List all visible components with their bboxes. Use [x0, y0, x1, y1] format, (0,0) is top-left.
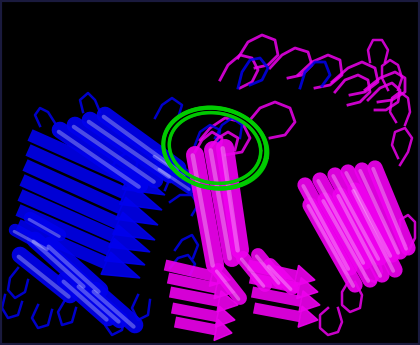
FancyArrow shape — [298, 306, 318, 327]
FancyArrow shape — [122, 167, 165, 195]
FancyArrow shape — [215, 306, 235, 327]
FancyArrow shape — [214, 277, 235, 299]
FancyArrow shape — [116, 197, 158, 225]
FancyArrow shape — [294, 265, 315, 286]
FancyArrow shape — [101, 252, 140, 278]
FancyArrow shape — [120, 182, 162, 210]
FancyArrow shape — [217, 291, 238, 312]
FancyArrow shape — [113, 212, 155, 240]
FancyArrow shape — [109, 225, 150, 252]
FancyArrow shape — [297, 277, 318, 299]
FancyArrow shape — [210, 265, 230, 286]
FancyArrow shape — [105, 238, 145, 265]
FancyArrow shape — [299, 291, 320, 312]
FancyArrow shape — [214, 319, 232, 341]
